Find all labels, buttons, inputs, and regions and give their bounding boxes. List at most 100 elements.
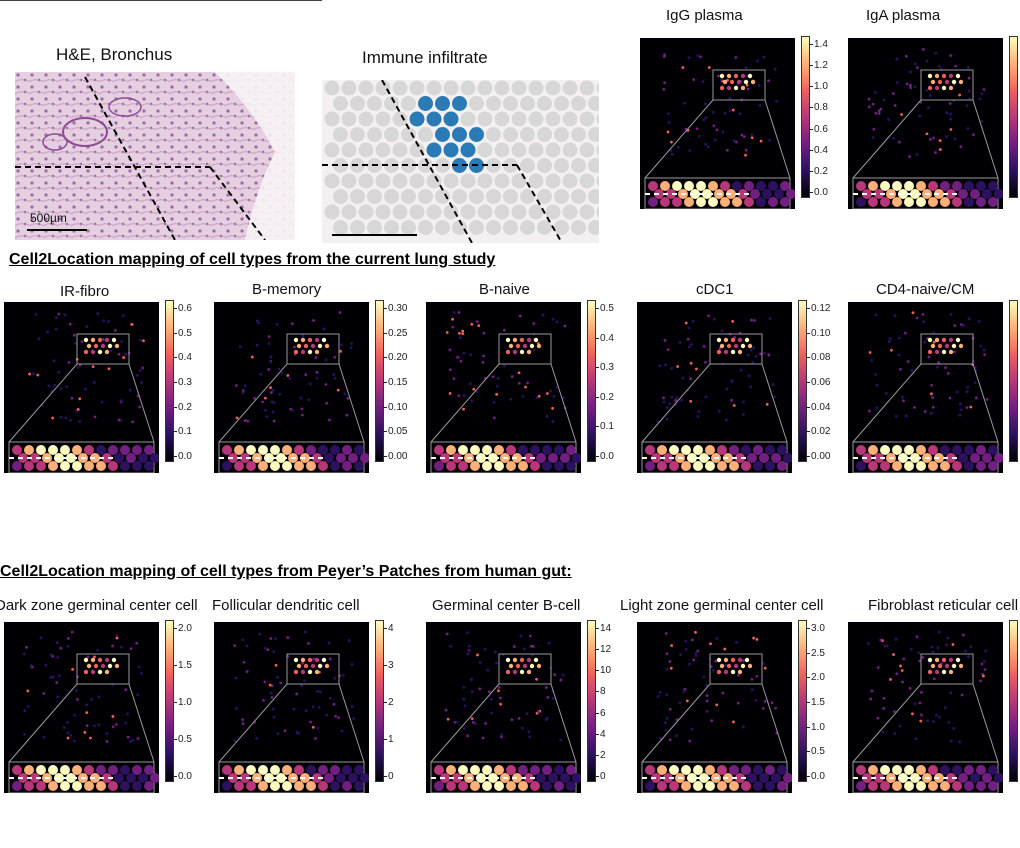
inset-spot <box>222 765 232 775</box>
colorbar <box>1009 620 1018 782</box>
inset-spot <box>750 189 760 199</box>
hotspot-spot <box>941 349 947 355</box>
tissue-spot <box>949 112 952 116</box>
zoom-region-box <box>920 653 974 685</box>
inset-spot <box>434 461 444 471</box>
inset-spot <box>30 453 40 463</box>
hotspot-spot <box>740 85 746 91</box>
hotspot-spot <box>90 669 96 675</box>
tissue-spot <box>350 705 354 708</box>
tissue-spot <box>982 348 986 352</box>
tissue-spot <box>135 641 139 645</box>
tissue-spot <box>286 374 290 377</box>
inset-spot <box>645 781 655 791</box>
colorbar-tick-label: 2 <box>388 697 394 708</box>
tissue-spot <box>463 704 467 708</box>
inset-spot <box>693 781 703 791</box>
tissue-spot <box>111 644 114 648</box>
hotspot-spot <box>744 657 750 663</box>
tissue-spot <box>481 736 485 740</box>
tissue-spot <box>904 54 908 58</box>
tissue-spot <box>552 696 555 700</box>
inset-spot <box>976 197 986 207</box>
hotspot-spot <box>719 85 725 91</box>
inset-spot <box>560 453 570 463</box>
inset-spot <box>294 461 304 471</box>
infiltrate-spot <box>503 127 518 142</box>
hotspot-spot <box>529 343 535 349</box>
inset-spot <box>494 765 504 775</box>
inset-spot <box>765 765 775 775</box>
colorbar-tick-mark <box>173 332 177 334</box>
tissue-spot <box>52 359 56 363</box>
inset-spot <box>994 453 1003 463</box>
inset-spot <box>240 773 250 783</box>
tissue-spot <box>55 641 59 645</box>
zoom-connector-line <box>641 363 711 443</box>
inset-spot <box>506 765 516 775</box>
tissue-spot <box>533 348 536 352</box>
inset-spot <box>970 773 980 783</box>
inset-spot <box>434 781 444 791</box>
tissue-spot <box>314 737 317 740</box>
infiltrate-spot <box>596 175 599 187</box>
hotspot-spot <box>505 657 511 663</box>
tissue-spot <box>969 405 973 409</box>
infiltrate-spot <box>469 96 484 111</box>
tissue-spot <box>705 699 709 703</box>
tissue-spot <box>131 738 135 742</box>
inset-spot <box>120 781 130 791</box>
inset-spot <box>234 461 244 471</box>
infiltrate-spot <box>554 158 569 173</box>
colorbar-tick-mark <box>809 192 813 193</box>
tissue-spot <box>665 716 669 720</box>
tissue-spot <box>920 690 923 694</box>
tissue-spot <box>704 395 708 399</box>
hotspot-spot <box>90 657 96 663</box>
infiltrate-spot <box>494 204 510 220</box>
hotspot-spot <box>114 343 120 349</box>
colorbar-tick-label: 0.6 <box>178 303 192 314</box>
tissue-spot <box>83 730 87 734</box>
hotspot-spot <box>716 349 722 355</box>
colorbar-tick-label: 0.3 <box>178 377 192 388</box>
infiltrate-spot <box>401 158 416 173</box>
tissue-spot <box>937 630 941 634</box>
inset-spot <box>12 765 22 775</box>
tissue-spot <box>139 338 142 342</box>
inset-spot <box>36 781 46 791</box>
tissue-spot <box>66 644 70 648</box>
tissue-spot <box>668 660 672 663</box>
zoom-connector-line <box>644 99 714 179</box>
tissue-spot <box>497 685 501 689</box>
infiltrate-spot <box>401 127 416 142</box>
tissue-spot <box>929 411 933 415</box>
colorbar-tick-mark <box>173 739 177 740</box>
tissue-spot <box>926 106 930 109</box>
hotspot-spot <box>100 663 106 669</box>
inset-spot <box>952 461 962 471</box>
tissue-spot <box>710 719 714 723</box>
inset-spot <box>336 773 346 783</box>
tissue-spot <box>266 648 270 652</box>
infiltrate-spot <box>409 142 425 158</box>
tissue-spot <box>46 330 50 334</box>
tissue-spot <box>768 138 771 142</box>
infiltrate-spot <box>367 189 382 204</box>
tissue-spot <box>739 368 743 372</box>
inset-spot <box>904 445 914 455</box>
colorbar-tick-mark <box>806 456 810 457</box>
inset-spot <box>868 445 878 455</box>
inset-spot <box>494 445 504 455</box>
hotspot-spot <box>723 657 729 663</box>
inset-spot <box>648 181 658 191</box>
inset-spot <box>702 189 712 199</box>
colorbar-tick-label: 1.5 <box>178 660 192 671</box>
tissue-spot <box>327 641 331 645</box>
tissue-spot <box>136 693 140 697</box>
tissue-spot <box>482 354 485 358</box>
top-rule <box>0 0 322 1</box>
tissue-spot <box>85 724 89 728</box>
infiltrate-spot <box>596 113 599 125</box>
inset-spot <box>24 781 34 791</box>
